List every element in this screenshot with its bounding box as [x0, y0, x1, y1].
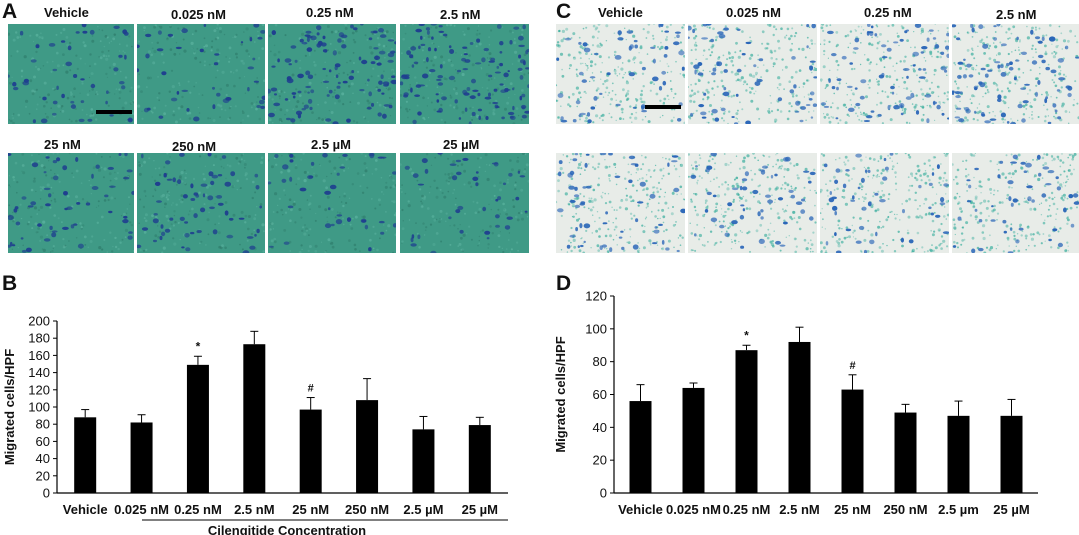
chart-d-ytick-label: 100: [585, 321, 607, 336]
panel-a-image-5: [8, 153, 134, 253]
chart-d-ylabel: Migrated cells/HPF: [553, 336, 568, 452]
chart-b-xtick-label-5: 25 nM: [292, 502, 329, 517]
panel-letter-a: A: [2, 0, 18, 23]
chart-b-bar-5: [299, 409, 322, 493]
chart-b-ytick-label: 160: [28, 348, 50, 363]
chart-d-xtick-label-5: 25 nM: [834, 502, 871, 517]
panel-a-label-25nm: 25 nM: [44, 137, 81, 152]
chart-b-bar-7: [412, 429, 435, 493]
panel-a-image-7: [268, 153, 396, 253]
chart-d-ytick-label: 120: [585, 289, 607, 304]
chart-b-bar-8: [468, 425, 491, 493]
chart-b-ytick-label: 80: [36, 417, 50, 432]
panel-c-label-0-25nm: 0.25 nM: [864, 5, 912, 20]
chart-d-xtick-label-4: 2.5 nM: [779, 502, 819, 517]
chart-d-xtick-label-8: 25 µM: [993, 502, 1029, 517]
panel-a-image-6: [137, 153, 265, 253]
chart-b-bar-6: [356, 400, 379, 493]
chart-b-ytick-label: 0: [43, 486, 50, 501]
chart-d-xtick-label-1: Vehicle: [618, 502, 663, 517]
panel-a-image-8: [400, 153, 529, 253]
panel-a-label-2-5nm: 2.5 nM: [440, 7, 481, 22]
scale-bar-c: [645, 105, 681, 109]
panel-c-image-7: [820, 153, 949, 253]
chart-d-xtick-label-7: 2.5 µm: [938, 502, 979, 517]
panel-a-label-vehicle: Vehicle: [44, 5, 89, 20]
panel-c-label-0-025nm: 0.025 nM: [726, 5, 781, 20]
panel-a-label-250nm: 250 nM: [172, 139, 217, 154]
panel-a-label-0-25nm: 0.25 nM: [306, 5, 354, 20]
chart-d-bar-2: [682, 387, 705, 493]
chart-d-ytick-label: 60: [593, 387, 607, 402]
panel-c-image-6: [688, 153, 817, 253]
panel-c-image-4: [952, 24, 1079, 124]
chart-b-ytick-label: 140: [28, 365, 50, 380]
chart-d-xtick-label-6: 250 nM: [883, 502, 927, 517]
chart-d-bar-3: [735, 350, 758, 493]
chart-d-bar-6: [894, 412, 917, 493]
panel-a-label-0-025nm: 0.025 nM: [171, 7, 226, 22]
chart-d-annotation-3: *: [744, 328, 749, 342]
chart-b-bar-1: [74, 417, 97, 493]
panel-c-image-3: [820, 24, 949, 124]
chart-d-ytick-label: 0: [600, 486, 607, 501]
panel-a-image-4: [400, 24, 529, 124]
chart-b-annotation-5: #: [308, 383, 314, 395]
chart-b-ytick-label: 40: [36, 451, 50, 466]
panel-c-image-1: [556, 24, 685, 124]
chart-d-annotation-5: #: [849, 360, 855, 372]
panel-c-label-vehicle: Vehicle: [598, 5, 643, 20]
panel-a-label-25um: 25 µM: [443, 137, 480, 152]
chart-b-xtick-label-8: 25 µM: [462, 502, 498, 517]
panel-a-label-2-5um: 2.5 µM: [311, 137, 352, 152]
chart-b-annotation-3: *: [196, 339, 201, 353]
chart-b: 0 20 40 60 80 100 120 140 160 180 200 Vehicle 0.025 …: [2, 314, 508, 535]
chart-b-ytick-label: 120: [28, 382, 50, 397]
panel-letter-d: D: [556, 272, 572, 295]
chart-b-ytick-label: 60: [36, 434, 50, 449]
chart-b-ytick-label: 180: [28, 331, 50, 346]
chart-d-ytick-label: 80: [593, 354, 607, 369]
chart-b-bar-4: [243, 344, 266, 493]
panel-c-image-8: [952, 153, 1079, 253]
chart-b-xtick-label-2: 0.025 nM: [114, 502, 169, 517]
panel-a-image-3: [268, 24, 396, 124]
chart-b-xtick-label-3: 0.25 nM: [174, 502, 222, 517]
chart-d-bar-4: [788, 341, 811, 493]
chart-b-ytick-label: 200: [28, 314, 50, 329]
scale-bar-a: [96, 110, 132, 114]
chart-b-ytick-label: 20: [36, 468, 50, 483]
panel-letter-b: B: [2, 272, 18, 295]
chart-d-ytick-label: 40: [593, 420, 607, 435]
panel-a-image-1: [8, 24, 134, 124]
chart-b-bar-3: [186, 364, 209, 493]
panel-c-image-5: [556, 153, 685, 253]
chart-b-xlabel: Cilengitide Concentration: [208, 523, 366, 535]
chart-b-xtick-label-4: 2.5 nM: [234, 502, 274, 517]
panel-c-image-2: [688, 24, 817, 124]
chart-d-xtick-label-2: 0.025 nM: [666, 502, 721, 517]
chart-b-xtick-label-7: 2.5 µM: [403, 502, 443, 517]
chart-b-xtick-label-6: 250 nM: [345, 502, 389, 517]
panel-letter-c: C: [556, 0, 572, 23]
chart-b-ylabel: Migrated cells/HPF: [2, 349, 17, 465]
chart-b-ytick-label: 100: [28, 400, 50, 415]
panel-a-image-2: [137, 24, 265, 124]
chart-d-bar-8: [1000, 415, 1023, 493]
chart-b-xtick-label-1: Vehicle: [63, 502, 108, 517]
chart-d-bar-5: [841, 389, 864, 493]
chart-d-ytick-label: 20: [593, 453, 607, 468]
panel-c-label-2-5nm: 2.5 nM: [996, 7, 1037, 22]
chart-d-xtick-label-3: 0.25 nM: [723, 502, 771, 517]
chart-d-bar-1: [629, 401, 652, 493]
chart-b-bar-2: [130, 422, 153, 493]
chart-d-bar-7: [947, 415, 970, 493]
